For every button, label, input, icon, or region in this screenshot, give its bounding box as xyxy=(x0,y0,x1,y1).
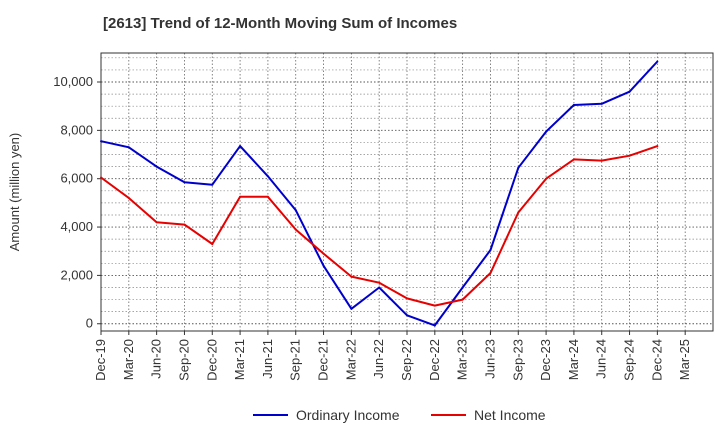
x-tick-label: Dec-19 xyxy=(93,339,108,381)
data-point xyxy=(378,281,381,284)
y-tick-label: 2,000 xyxy=(60,267,93,282)
data-point xyxy=(545,177,548,180)
data-point xyxy=(545,130,548,133)
x-tick-label: Sep-20 xyxy=(176,339,191,381)
data-point xyxy=(489,249,492,252)
data-point xyxy=(433,304,436,307)
data-point xyxy=(127,197,130,200)
data-point xyxy=(155,165,158,168)
legend-label: Ordinary Income xyxy=(296,407,400,423)
data-point xyxy=(350,307,353,310)
data-point xyxy=(100,176,102,179)
x-tick-label: Dec-22 xyxy=(427,339,442,381)
y-tick-label: 8,000 xyxy=(60,122,93,137)
y-tick-label: 10,000 xyxy=(53,74,93,89)
data-point xyxy=(517,211,520,214)
x-tick-label: Dec-20 xyxy=(204,339,219,381)
x-tick-label: Mar-23 xyxy=(455,339,470,380)
data-point xyxy=(656,60,659,63)
data-point xyxy=(572,158,575,161)
x-tick-label: Sep-24 xyxy=(622,339,637,381)
x-tick-label: Jun-23 xyxy=(482,339,497,379)
x-tick-label: Mar-25 xyxy=(677,339,692,380)
x-tick-label: Mar-24 xyxy=(566,339,581,380)
data-point xyxy=(517,166,520,169)
data-point xyxy=(350,275,353,278)
data-point xyxy=(656,145,659,148)
data-point xyxy=(600,102,603,105)
x-tick-label: Jun-20 xyxy=(149,339,164,379)
data-point xyxy=(628,90,631,93)
data-point xyxy=(600,159,603,162)
data-point xyxy=(628,154,631,157)
data-point xyxy=(322,264,325,267)
data-point xyxy=(461,286,464,289)
data-point xyxy=(406,297,408,300)
data-point xyxy=(127,146,130,149)
data-point xyxy=(266,195,269,198)
x-tick-label: Sep-23 xyxy=(510,339,525,381)
x-tick-label: Mar-20 xyxy=(121,339,136,380)
data-point xyxy=(211,242,214,245)
x-tick-label: Dec-21 xyxy=(316,339,331,381)
y-axis-title: Amount (million yen) xyxy=(7,133,22,252)
x-tick-label: Sep-22 xyxy=(399,339,414,381)
data-point xyxy=(322,252,325,255)
x-tick-label: Mar-21 xyxy=(232,339,247,380)
data-point xyxy=(100,140,102,143)
data-point xyxy=(489,271,492,274)
data-point xyxy=(211,183,214,186)
x-tick-label: Jun-21 xyxy=(260,339,275,379)
x-tick-label: Jun-22 xyxy=(371,339,386,379)
data-point xyxy=(572,103,575,106)
y-tick-label: 4,000 xyxy=(60,219,93,234)
data-point xyxy=(239,145,242,148)
data-point xyxy=(378,286,381,289)
data-point xyxy=(183,223,186,226)
data-point xyxy=(433,324,436,327)
x-tick-label: Jun-24 xyxy=(594,339,609,379)
x-tick-label: Dec-24 xyxy=(649,339,664,381)
data-point xyxy=(294,209,297,212)
data-point xyxy=(239,195,242,198)
y-tick-label: 0 xyxy=(86,316,93,331)
data-point xyxy=(294,228,297,231)
x-tick-label: Mar-22 xyxy=(343,339,358,380)
x-tick-label: Dec-23 xyxy=(538,339,553,381)
x-tick-label: Sep-21 xyxy=(288,339,303,381)
data-point xyxy=(461,298,464,301)
chart-title: [2613] Trend of 12-Month Moving Sum of I… xyxy=(103,15,458,32)
legend-label: Net Income xyxy=(474,407,546,423)
data-point xyxy=(266,175,269,178)
data-point xyxy=(155,221,158,224)
data-point xyxy=(406,314,408,317)
data-point xyxy=(183,181,186,184)
y-tick-label: 6,000 xyxy=(60,171,93,186)
